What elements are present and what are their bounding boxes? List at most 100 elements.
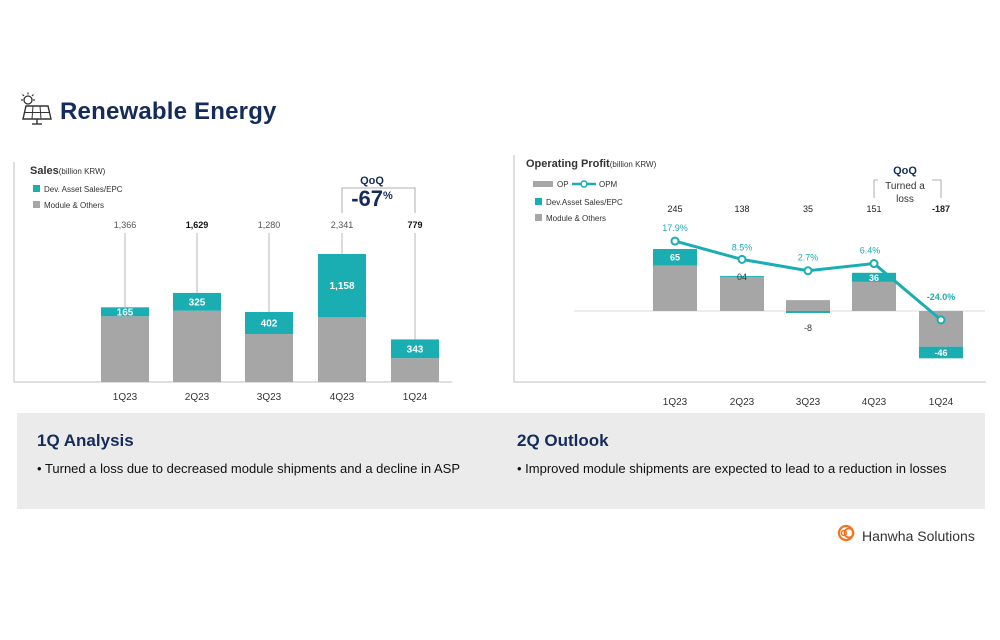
op-legend-label-module: Module & Others: [546, 214, 606, 223]
sales-bar-module: [101, 316, 149, 382]
op-total-label: 138: [734, 204, 749, 214]
sales-x-tick: 4Q23: [330, 392, 355, 403]
sales-chart-frame: [13, 162, 452, 383]
sales-qoq-number: -67: [351, 186, 383, 211]
sales-qoq-bracket: [341, 187, 416, 213]
sales-qoq-suffix: %: [383, 190, 393, 202]
op-title-text: Operating Profit: [526, 158, 610, 170]
outlook-bullet-text: Improved module shipments are expected t…: [525, 461, 947, 476]
analysis-column: 1Q Analysis • Turned a loss due to decre…: [37, 431, 460, 476]
op-total-label: 151: [866, 204, 881, 214]
logo-text: Hanwha Solutions: [862, 527, 975, 544]
sales-epc-label: 402: [261, 319, 278, 330]
outlook-bullet: • Improved module shipments are expected…: [517, 461, 947, 476]
opm-value-label: 6.4%: [860, 246, 881, 256]
opm-point: [803, 266, 813, 276]
opm-point: [869, 259, 879, 269]
op-legend-label-epc: Dev.Asset Sales/EPC: [546, 198, 623, 207]
sales-x-tick: 3Q23: [257, 392, 282, 403]
analysis-heading: 1Q Analysis: [37, 431, 134, 450]
outlook-column: 2Q Outlook • Improved module shipments a…: [517, 431, 946, 476]
sales-legend-swatch-epc: [33, 185, 40, 192]
opm-value-label: -24.0%: [927, 292, 956, 302]
op-bar-module: [653, 265, 697, 311]
sales-bar-module: [173, 310, 221, 382]
op-title: Operating Profit(billion KRW): [526, 158, 657, 170]
sales-bar-epc: [173, 292, 221, 311]
section-title: Renewable Energy: [60, 97, 277, 125]
sales-bar-module: [245, 333, 293, 382]
opm-point: [936, 315, 946, 325]
op-x-tick: 2Q23: [730, 397, 755, 408]
sales-x-tick: 1Q24: [403, 392, 428, 403]
sales-x-tick: 1Q23: [113, 392, 138, 403]
op-qoq-note-line1: Turned a: [885, 181, 925, 192]
sales-epc-label: 1,158: [329, 281, 354, 292]
op-bar-epc: [653, 249, 697, 266]
op-bar-module: [852, 281, 896, 311]
charts-canvas: Sales(billion KRW)Dev. Asset Sales/EPCMo…: [13, 155, 986, 408]
op-x-tick: 1Q23: [663, 397, 688, 408]
sales-title-text: Sales: [30, 165, 59, 177]
sales-title: Sales(billion KRW): [30, 165, 106, 177]
op-bar-epc: [786, 311, 830, 314]
sales-total-label: 1,366: [114, 220, 137, 230]
sales-bar-module: [391, 358, 439, 382]
sales-legend-label-module: Module & Others: [44, 201, 104, 210]
outlook-heading: 2Q Outlook: [517, 431, 609, 450]
sales-bar-epc: [101, 307, 149, 317]
op-bar-epc: [720, 276, 764, 278]
op-total-label: 245: [667, 204, 682, 214]
hanwha-logo-icon: [836, 522, 858, 549]
op-epc-label: 36: [869, 273, 879, 283]
op-x-tick: 1Q24: [929, 397, 954, 408]
sales-bar-module: [318, 317, 366, 382]
sales-bar-epc: [318, 254, 366, 318]
sales-legend-label-epc: Dev. Asset Sales/EPC: [44, 185, 123, 194]
opm-point: [737, 254, 747, 264]
op-epc-label: 04: [737, 272, 747, 282]
company-logo: Hanwha Solutions: [836, 522, 975, 549]
analysis-bullet-text: Turned a loss due to decreased module sh…: [44, 461, 460, 476]
analysis-panel: 1Q Analysis • Turned a loss due to decre…: [17, 413, 985, 509]
op-chart-frame: [513, 155, 986, 383]
sales-total-label: 1,280: [258, 220, 281, 230]
section-header: Renewable Energy: [18, 92, 277, 131]
op-qoq-note-line2: loss: [896, 194, 914, 205]
op-legend-label-opm: OPM: [599, 180, 618, 189]
op-legend-swatch-op: [533, 181, 553, 187]
op-bar-module: [720, 277, 764, 311]
op-total-label: 35: [803, 204, 813, 214]
op-legend-marker-opm: [580, 180, 588, 188]
opm-value-label: 17.9%: [662, 223, 688, 233]
sales-qoq-value: -67%: [351, 186, 393, 211]
op-epc-label: -46: [934, 348, 947, 358]
sales-epc-label: 165: [117, 307, 134, 318]
solar-panel-icon: [18, 92, 52, 131]
sales-total-label: 1,629: [186, 220, 209, 230]
op-unit: (billion KRW): [610, 160, 657, 169]
op-epc-label: -8: [804, 323, 812, 333]
opm-value-label: 8.5%: [732, 242, 753, 252]
op-qoq-backdrop: [878, 176, 932, 206]
op-qoq-label: QoQ: [893, 165, 917, 177]
op-epc-label: 65: [670, 253, 680, 263]
op-legend-swatch-epc: [535, 198, 542, 205]
sales-qoq-label: QoQ: [360, 175, 384, 187]
op-x-tick: 3Q23: [796, 397, 821, 408]
opm-value-label: 2.7%: [798, 253, 819, 263]
op-total-label: -187: [932, 204, 950, 214]
sales-bar-epc: [391, 339, 439, 359]
sales-x-tick: 2Q23: [185, 392, 210, 403]
op-x-tick: 4Q23: [862, 397, 887, 408]
op-bar-epc: [852, 272, 896, 282]
sales-unit: (billion KRW): [59, 167, 106, 176]
op-legend-swatch-module: [535, 214, 542, 221]
sales-epc-label: 325: [189, 297, 206, 308]
op-bar-module: [786, 300, 830, 311]
op-bar-epc: [919, 346, 963, 359]
analysis-bullet: • Turned a loss due to decreased module …: [37, 461, 460, 476]
sales-epc-label: 343: [407, 344, 424, 355]
sales-total-label: 779: [407, 220, 422, 230]
opm-point: [670, 236, 680, 246]
